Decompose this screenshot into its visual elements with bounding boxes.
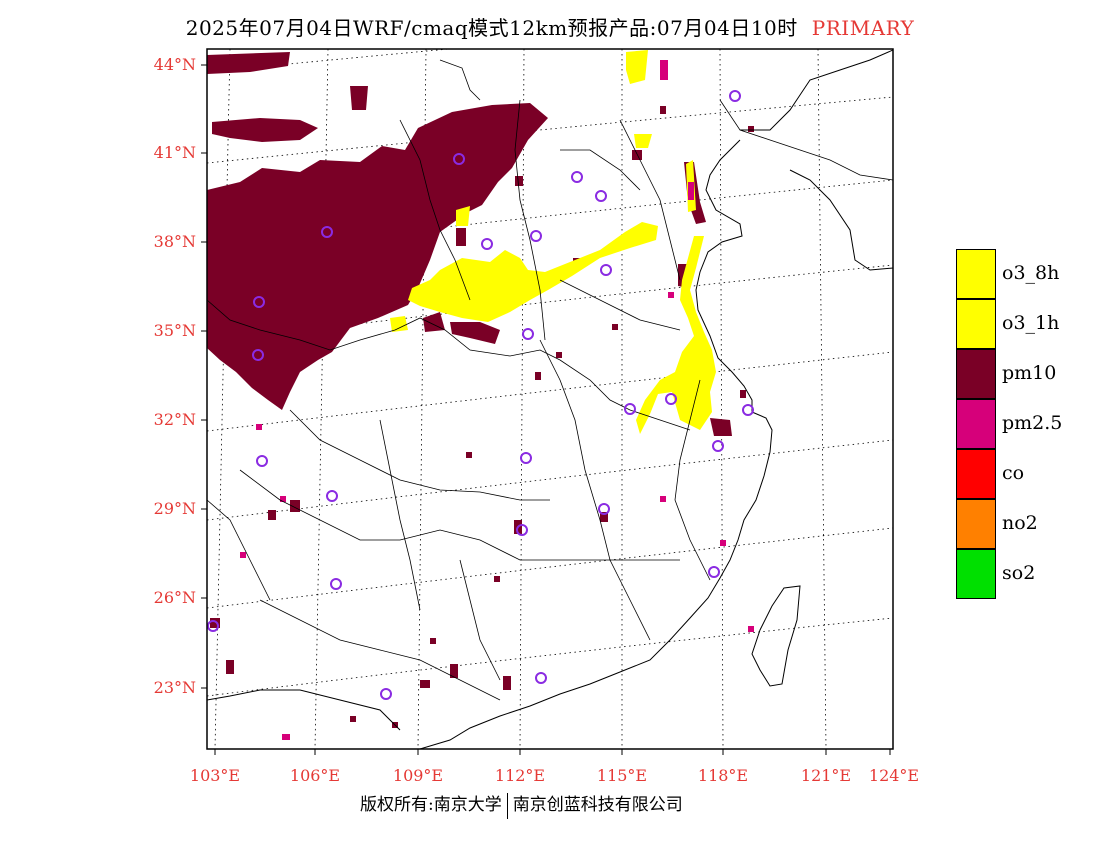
lon-label-109e: 109°E xyxy=(392,766,444,785)
legend-label: o3_1h xyxy=(1002,312,1060,334)
legend-swatch xyxy=(956,249,996,299)
footer-divider xyxy=(506,792,508,819)
lon-label-112e: 112°E xyxy=(494,766,546,785)
lon-label-118e: 118°E xyxy=(697,766,749,785)
graticule xyxy=(207,49,893,749)
lat-label-41n: 41°N xyxy=(153,143,196,162)
legend-swatch xyxy=(956,349,996,399)
pm25-region xyxy=(240,60,754,740)
lat-label-23n: 23°N xyxy=(153,678,196,697)
legend-label: pm10 xyxy=(1002,362,1057,384)
legend-label: so2 xyxy=(1002,562,1036,584)
province-boundaries xyxy=(207,59,893,701)
lat-label-38n: 38°N xyxy=(153,232,196,251)
lat-label-32n: 32°N xyxy=(153,410,196,429)
lat-label-29n: 29°N xyxy=(153,499,196,518)
legend-swatch xyxy=(956,399,996,449)
legend-label: co xyxy=(1002,462,1025,484)
legend-swatch xyxy=(956,299,996,349)
pm10-region xyxy=(207,52,754,728)
coastline xyxy=(207,49,893,749)
lon-label-103e: 103°E xyxy=(189,766,241,785)
o3-region xyxy=(390,50,716,434)
axis-ticks xyxy=(201,64,891,755)
title-main: 2025年07月04日WRF/cmaq模式12km预报产品:07月04日10时 xyxy=(185,16,798,40)
legend-swatch xyxy=(956,549,996,599)
map-frame xyxy=(206,48,894,750)
copyright-company: 南京创蓝科技有限公司 xyxy=(512,795,683,815)
lat-label-26n: 26°N xyxy=(153,588,196,607)
lon-label-124e: 124°E xyxy=(868,766,920,785)
legend-swatch xyxy=(956,449,996,499)
title-primary-tag: PRIMARY xyxy=(811,16,915,40)
copyright-owner: 版权所有:南京大学 xyxy=(360,795,502,815)
copyright-footer: 版权所有:南京大学 南京创蓝科技有限公司 xyxy=(360,790,683,819)
lon-label-121e: 121°E xyxy=(800,766,852,785)
station-markers xyxy=(207,90,754,700)
lon-label-115e: 115°E xyxy=(596,766,648,785)
lat-label-44n: 44°N xyxy=(153,55,196,74)
legend-label: pm2.5 xyxy=(1002,412,1063,434)
legend-label: o3_8h xyxy=(1002,262,1060,284)
lat-label-35n: 35°N xyxy=(153,321,196,340)
legend-swatch xyxy=(956,499,996,549)
legend-label: no2 xyxy=(1002,512,1038,534)
lon-label-106e: 106°E xyxy=(289,766,341,785)
map-title: 2025年07月04日WRF/cmaq模式12km预报产品:07月04日10时 P… xyxy=(0,12,1100,41)
